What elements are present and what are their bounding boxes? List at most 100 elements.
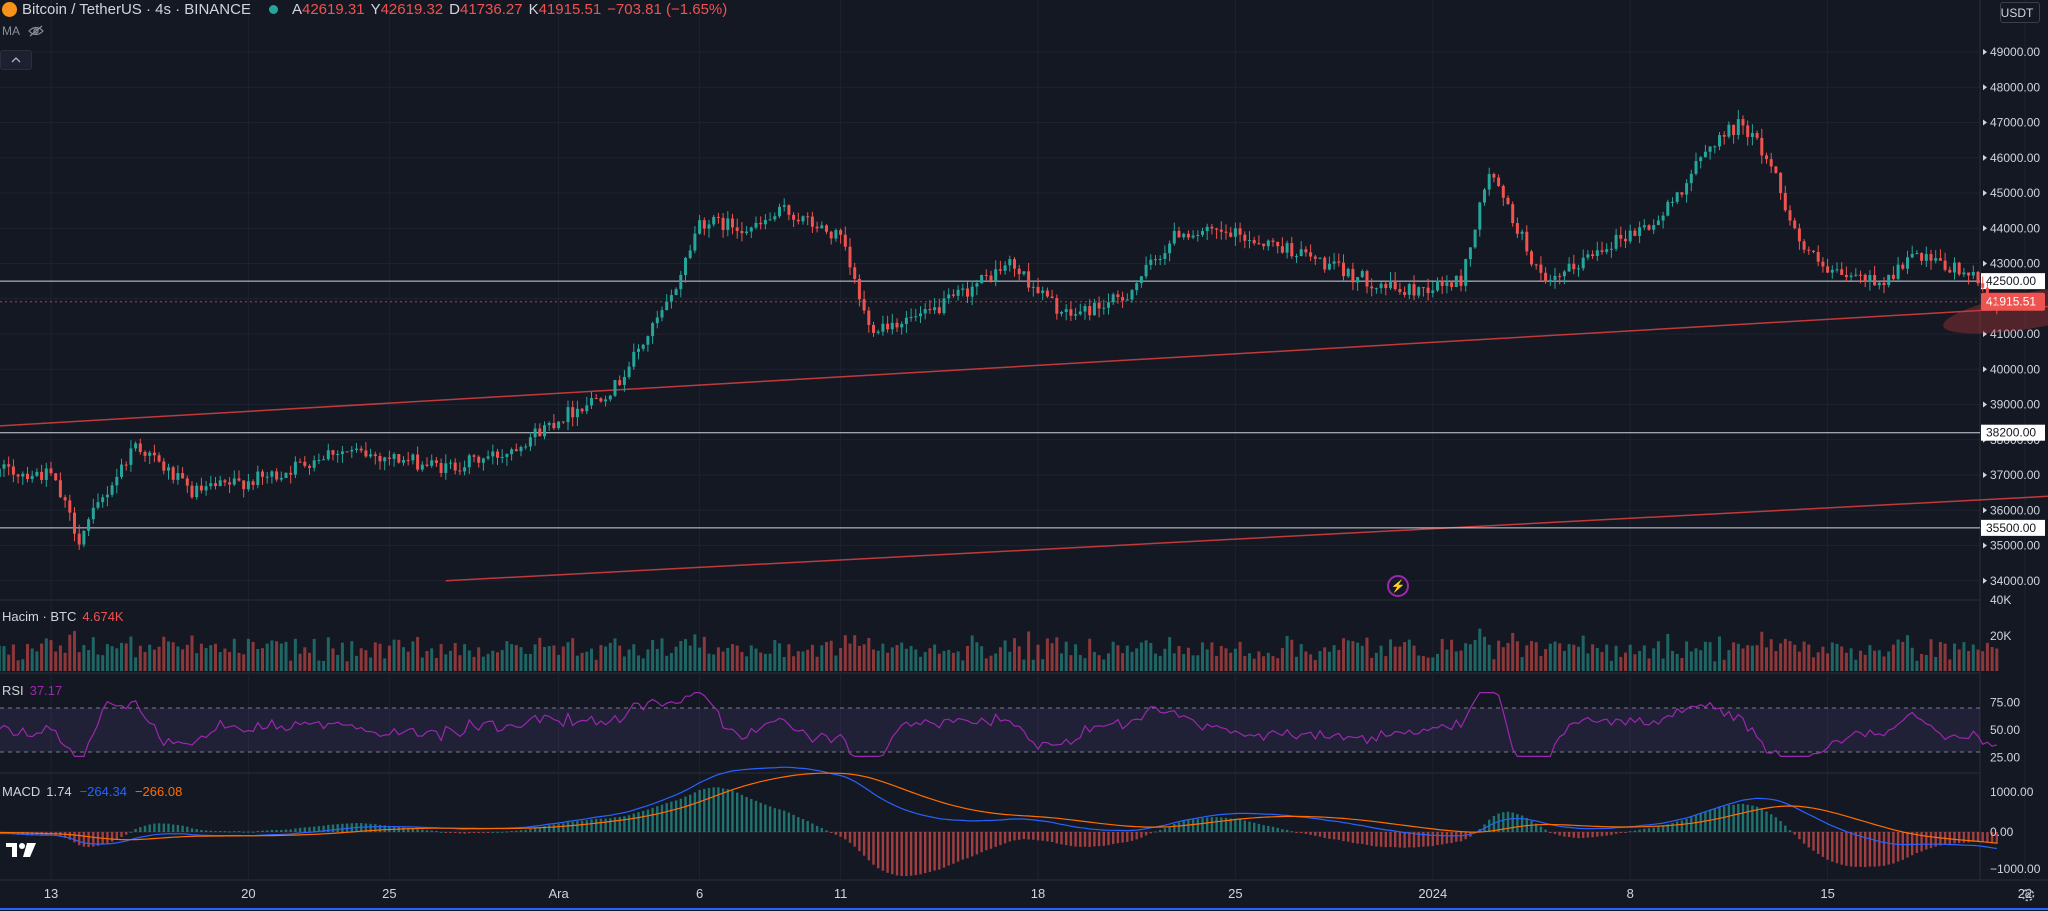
candle-body [1083,306,1087,312]
macd-histogram-bar [1173,823,1176,832]
volume-bar [613,638,617,671]
candle-body [787,205,791,215]
macd-histogram-bar [1887,832,1890,865]
volume-bar [1107,653,1110,671]
candle-body [580,408,584,412]
macd-histogram-bar [1784,825,1787,832]
volume-bar [1436,653,1439,671]
volume-bar [810,644,814,671]
collapse-indicators-button[interactable] [0,50,32,70]
tick-marker [1983,154,1987,161]
macd-histogram-bar [1379,832,1383,847]
macd-histogram-bar [1079,832,1082,847]
volume-bar [632,644,636,671]
candle-body [627,366,631,377]
volume-bar [575,655,579,671]
candle-body [1934,258,1938,261]
candle-body [181,473,185,479]
lightning-icon[interactable]: ⚡ [1387,575,1409,597]
eye-hidden-icon[interactable] [28,25,44,37]
macd-histogram-bar [261,830,264,832]
macd-histogram-bar [1398,832,1402,848]
candle-body [975,283,979,287]
volume-layer [0,628,1999,671]
candle-body [1389,280,1392,289]
candle-body [1727,124,1731,137]
volume-bar [190,635,194,671]
candle-body [1379,283,1383,289]
macd-histogram-bar [980,832,983,853]
volume-bar [82,644,86,671]
candle-body [1873,275,1877,286]
settings-gear-icon[interactable] [2020,887,2036,903]
macd-histogram-bar [529,828,532,832]
macd-histogram-bar [204,830,208,832]
time-tick-label: 25 [382,886,396,901]
candle-body [1891,274,1895,279]
candle-body [1694,161,1698,174]
candle-body [148,452,152,456]
macd-histogram-bar [82,832,86,847]
macd-histogram-bar [1008,832,1011,842]
candle-body [524,446,528,448]
volume-bar [1323,647,1327,671]
volume-bar [1125,645,1129,671]
volume-bar [54,651,58,671]
candle-body [392,454,396,459]
volume-bar [453,643,457,671]
candle-body [77,533,81,545]
candle-body [1224,231,1228,233]
candle-body [1158,259,1162,261]
volume-bar [608,642,612,671]
macd-histogram-bar [505,831,509,833]
volume-pane-label: Hacim · BTC 4.674K [2,609,124,624]
volume-bar [1732,642,1736,671]
symbol-title[interactable]: Bitcoin / TetherUS · 4s · BINANCE [22,0,251,18]
macd-histogram-bar [759,802,762,832]
candle-body [49,468,53,474]
candle-body [477,456,481,463]
volume-bar [1661,658,1665,671]
volume-bar [1370,657,1374,671]
macd-histogram-bar [1050,832,1054,842]
candle-body [796,219,800,222]
ma-indicator-row[interactable]: MA [2,24,44,38]
volume-bar [1971,644,1975,671]
macd-histogram-bar [1013,832,1016,841]
volume-value: 4.674K [82,609,124,624]
candle-body [185,478,189,486]
macd-histogram-bar [778,809,781,832]
volume-bar [698,647,702,671]
candle-body [345,451,349,453]
macd-histogram-bar [223,831,227,833]
candle-body [1638,227,1642,236]
macd-histogram-bar [280,829,283,832]
level-tag-label: 42500.00 [1986,274,2036,288]
macd-histogram-bar [1394,832,1397,848]
macd-histogram-bar [1126,832,1129,842]
macd-histogram-bar [1817,832,1820,854]
volume-bar [430,648,434,671]
candle-body [904,317,908,324]
candle-body [124,464,128,466]
volume-bar [735,645,739,671]
candle-body [735,227,739,231]
volume-bar [1581,635,1585,671]
candle-body [1661,215,1665,221]
volume-bar [825,642,828,671]
volume-bar [1121,653,1125,671]
macd-histogram-bar [1022,832,1026,840]
candle-body [1736,119,1740,136]
chevron-up-icon [11,57,21,63]
candle-body [1478,202,1482,230]
candle-body [1276,241,1280,247]
macd-histogram-bar [989,832,993,849]
candle-body [270,471,274,477]
candle-body [1436,280,1439,291]
currency-select-button[interactable]: USDT [2000,2,2040,23]
volume-bar [1374,652,1378,671]
macd-histogram-bar [284,829,288,832]
candle-body [1746,125,1750,137]
volume-bar [1877,650,1881,671]
